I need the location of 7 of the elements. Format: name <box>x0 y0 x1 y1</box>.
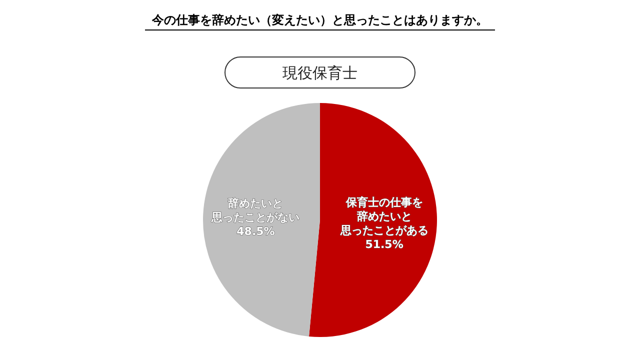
chart-title: 今の仕事を辞めたい（変えたい）と思ったことはありますか。 <box>151 13 488 27</box>
data-label: 48.5% <box>236 224 275 238</box>
data-label: 51.5% <box>365 238 404 251</box>
slice-label: 保育士の仕事を辞めたいと思ったことがある <box>339 196 428 237</box>
chart-subtitle: 現役保育士 <box>282 64 358 82</box>
pie-slice <box>203 103 320 336</box>
pie-slice <box>308 103 437 337</box>
